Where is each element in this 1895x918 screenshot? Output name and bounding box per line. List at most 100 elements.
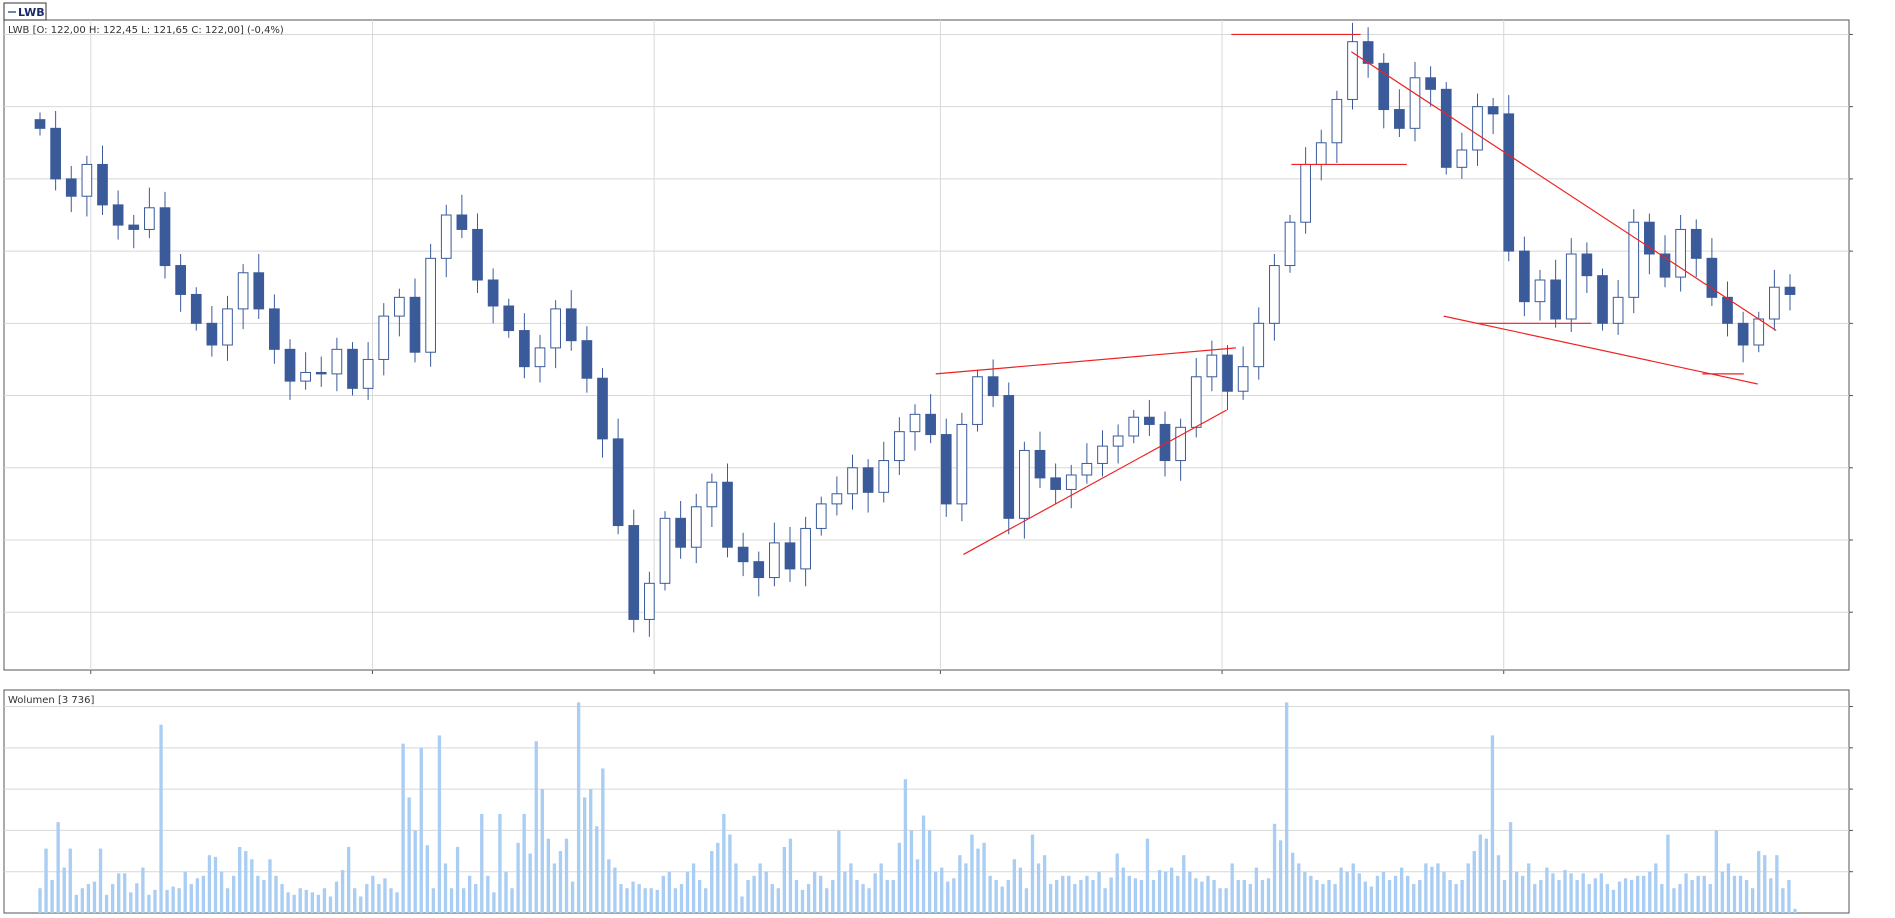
volume-bar — [582, 797, 587, 913]
volume-bar — [1478, 834, 1482, 913]
candle-body-down — [1737, 322, 1749, 346]
candle-body-down — [1222, 354, 1233, 392]
volume-bar — [1539, 879, 1543, 913]
candle-body-down — [34, 119, 46, 129]
volume-bar — [1133, 878, 1138, 913]
volume-bar — [1412, 884, 1416, 913]
volume-bar — [1466, 863, 1470, 913]
candle — [1706, 238, 1718, 306]
volume-bar — [1103, 888, 1107, 913]
symbol-legend[interactable]: LWB — [3, 2, 47, 21]
candle — [269, 294, 280, 364]
volume-bar — [86, 884, 91, 913]
volume-bar — [546, 838, 551, 913]
volume-bar — [952, 878, 956, 913]
candle — [97, 145, 108, 215]
volume-bar — [1357, 873, 1361, 913]
volume-bar — [1170, 867, 1174, 913]
candle-body-down — [565, 308, 577, 342]
candle-body-up — [237, 272, 249, 310]
candle — [753, 551, 765, 597]
candle-body-up — [1315, 142, 1327, 165]
volume-bar — [1569, 873, 1573, 913]
volume-bar — [685, 871, 690, 913]
candle-body-down — [97, 163, 108, 206]
volume-bar — [1012, 859, 1016, 913]
candle — [315, 356, 327, 387]
volume-bar — [903, 779, 908, 913]
volume-bar — [1272, 823, 1277, 913]
candle-body-up — [878, 460, 890, 493]
candle-body-down — [128, 224, 140, 230]
candle — [1128, 410, 1140, 444]
candle — [675, 501, 686, 559]
volume-bar — [667, 871, 672, 913]
candle — [300, 352, 311, 390]
volume-bar — [1067, 875, 1071, 913]
volume-bar — [1738, 875, 1743, 913]
volume-bar — [812, 871, 817, 913]
date-x-axis — [90, 670, 1505, 674]
candle — [112, 190, 124, 240]
volume-bar — [958, 855, 962, 913]
volume-bar — [764, 871, 768, 913]
volume-bar — [1230, 863, 1234, 913]
candle — [597, 368, 608, 458]
volume-bar — [147, 894, 151, 913]
volume-bar — [1648, 871, 1652, 913]
volume-bar — [1690, 879, 1694, 913]
volume-bar — [522, 813, 526, 913]
volume-bar — [38, 888, 42, 913]
candle-body-up — [1628, 221, 1640, 298]
candle — [987, 359, 999, 408]
candle-body-up — [362, 358, 374, 389]
candle — [50, 111, 61, 191]
volume-bar — [921, 815, 926, 913]
trendline — [1351, 51, 1777, 332]
volume-bar — [334, 881, 339, 913]
volume-bar — [1248, 884, 1253, 913]
candle — [425, 243, 436, 367]
volume-bar — [274, 875, 278, 913]
volume-bar — [1581, 873, 1585, 913]
volume-bar — [927, 830, 932, 913]
candle-body-down — [159, 207, 171, 267]
volume-bar — [1327, 879, 1331, 913]
volume-bar — [1073, 884, 1077, 913]
volume-bar — [1321, 884, 1325, 913]
candle-body-down — [315, 371, 327, 375]
volume-bar — [1611, 889, 1616, 913]
volume-bar — [238, 846, 242, 913]
volume-bar — [1188, 871, 1192, 913]
candle-body-down — [1659, 253, 1671, 278]
trendline — [1443, 315, 1758, 385]
volume-bar — [994, 879, 998, 913]
candle — [1034, 431, 1046, 488]
candle — [784, 527, 796, 582]
candle — [1644, 213, 1655, 275]
candle-body-down — [675, 517, 686, 548]
volume-bar — [595, 826, 599, 913]
volume-bar — [1629, 879, 1634, 913]
candle-body-down — [784, 542, 796, 570]
price-panel-frame — [3, 19, 1850, 671]
candle — [1409, 61, 1421, 142]
candle — [65, 165, 77, 213]
volume-bar — [1593, 878, 1597, 913]
candle-body-up — [1019, 449, 1030, 519]
volume-bar — [1472, 851, 1476, 913]
volume-bar — [298, 888, 302, 913]
candle — [175, 254, 186, 312]
candle-body-down — [269, 308, 280, 350]
volume-bar — [383, 878, 387, 913]
candle — [940, 418, 952, 517]
candle — [394, 288, 405, 337]
candle-body-up — [1409, 77, 1421, 129]
candle — [1628, 209, 1640, 314]
candle — [1003, 382, 1015, 535]
candle-body-up — [831, 493, 843, 505]
candle-body-up — [378, 315, 390, 360]
volume-bar — [897, 842, 902, 913]
volume-bar — [1514, 871, 1519, 913]
candle-body-down — [503, 305, 515, 332]
